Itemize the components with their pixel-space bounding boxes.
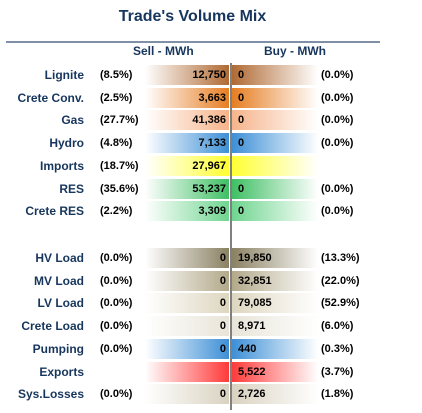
sell-share: (8.5%) [100, 69, 133, 81]
chart-title: Trade's Volume Mix [118, 8, 267, 25]
row-label: LV Load [37, 296, 84, 311]
buy-value-cell: 0 [232, 65, 318, 85]
sell-share: (4.8%) [100, 137, 133, 150]
buy-share: (13.3%) [321, 252, 360, 264]
row-label: Lignite [44, 68, 84, 82]
sell-share: (2.5%) [100, 91, 133, 104]
sell-value-cell: 0 [145, 248, 229, 268]
sell-column-header: Sell - MWh [133, 44, 194, 58]
table-row: HV Load (0.0%) 0 19,850 (13.3%) [0, 247, 422, 269]
buy-share: (0.0%) [321, 137, 354, 150]
buy-value-cell: 2,726 [232, 384, 318, 405]
sell-value-cell: 7,133 [145, 133, 229, 154]
row-label: Sys.Losses [17, 387, 84, 402]
buy-share: (3.7%) [321, 365, 354, 378]
buy-share: (0.3%) [321, 342, 354, 355]
buy-value-cell: 0 [232, 87, 318, 108]
buy-value-cell: 8,971 [232, 316, 318, 337]
table-row: Crete Load (0.0%) 0 8,971 (6.0%) [0, 315, 422, 337]
title-rule [6, 41, 380, 43]
row-label: Imports [39, 158, 84, 173]
row-label: Gas [61, 113, 84, 128]
sell-share: (2.2%) [100, 205, 133, 218]
table-row: Imports (18.7%) 27,967 [0, 155, 422, 177]
table-row: Exports 5,522 (3.7%) [0, 361, 422, 383]
buy-column-header: Buy - MWh [264, 44, 326, 58]
table-row: Hydro (4.8%) 7,133 0 (0.0%) [0, 132, 422, 154]
row-label: RES [59, 181, 84, 196]
sell-share: (18.7%) [100, 159, 139, 172]
sell-value-cell [145, 361, 229, 382]
sell-value-cell: 3,309 [145, 201, 229, 222]
table-row: RES (35.6%) 53,237 0 (0.0%) [0, 178, 422, 200]
sell-value-cell: 12,750 [145, 65, 229, 85]
sell-value-cell: 41,386 [145, 110, 229, 131]
row-label: Exports [39, 364, 84, 379]
sell-share: (0.0%) [100, 388, 133, 401]
buy-share: (0.0%) [321, 182, 354, 195]
buy-share: (0.0%) [321, 69, 354, 81]
sell-share: (0.0%) [100, 297, 133, 310]
table-row: MV Load (0.0%) 0 32,851 (22.0%) [0, 270, 422, 292]
buy-share: (0.0%) [321, 91, 354, 104]
buy-value-cell: 5,522 [232, 361, 318, 382]
buy-share: (0.0%) [321, 205, 354, 218]
sell-value-cell: 0 [145, 316, 229, 337]
sell-share: (0.0%) [100, 274, 133, 287]
table-row: Lignite (8.5%) 12,750 0 (0.0%) [0, 64, 422, 86]
sell-value-cell: 0 [145, 338, 229, 359]
row-label: HV Load [35, 251, 84, 265]
sell-share: (27.7%) [100, 114, 139, 127]
row-label: Crete Conv. [17, 90, 84, 105]
sell-value-cell: 27,967 [145, 155, 229, 176]
buy-value-cell [232, 155, 318, 176]
row-label: Crete RES [25, 204, 84, 219]
buy-share: (52.9%) [321, 297, 360, 310]
buy-value-cell: 32,851 [232, 270, 318, 291]
sell-share: (0.0%) [100, 342, 133, 355]
table-row: Crete RES (2.2%) 3,309 0 (0.0%) [0, 200, 422, 222]
row-label: Crete Load [21, 319, 84, 334]
table-row: LV Load (0.0%) 0 79,085 (52.9%) [0, 292, 422, 314]
sell-value-cell: 3,663 [145, 87, 229, 108]
table-row: Pumping (0.0%) 0 440 (0.3%) [0, 338, 422, 360]
buy-share: (6.0%) [321, 320, 354, 333]
sell-value-cell: 0 [145, 293, 229, 314]
buy-value-cell: 19,850 [232, 248, 318, 268]
sell-value-cell: 0 [145, 270, 229, 291]
row-label: MV Load [34, 273, 84, 288]
buy-value-cell: 440 [232, 338, 318, 359]
buy-share: (0.0%) [321, 114, 354, 127]
buy-value-cell: 0 [232, 178, 318, 199]
sell-share: (35.6%) [100, 182, 139, 195]
row-label: Pumping [32, 341, 84, 356]
buy-value-cell: 0 [232, 201, 318, 222]
sell-value-cell: 0 [145, 384, 229, 405]
sell-value-cell: 53,237 [145, 178, 229, 199]
sell-share: (0.0%) [100, 320, 133, 333]
buy-share: (1.8%) [321, 388, 354, 401]
sell-share: (0.0%) [100, 252, 133, 264]
buy-share: (22.0%) [321, 274, 360, 287]
table-row: Crete Conv. (2.5%) 3,663 0 (0.0%) [0, 87, 422, 109]
buy-value-cell: 79,085 [232, 293, 318, 314]
table-row: Gas (27.7%) 41,386 0 (0.0%) [0, 109, 422, 131]
buy-value-cell: 0 [232, 133, 318, 154]
buy-value-cell: 0 [232, 110, 318, 131]
row-label: Hydro [49, 136, 84, 151]
sell-buy-divider [230, 63, 232, 410]
table-row: Sys.Losses (0.0%) 0 2,726 (1.8%) [0, 383, 422, 405]
